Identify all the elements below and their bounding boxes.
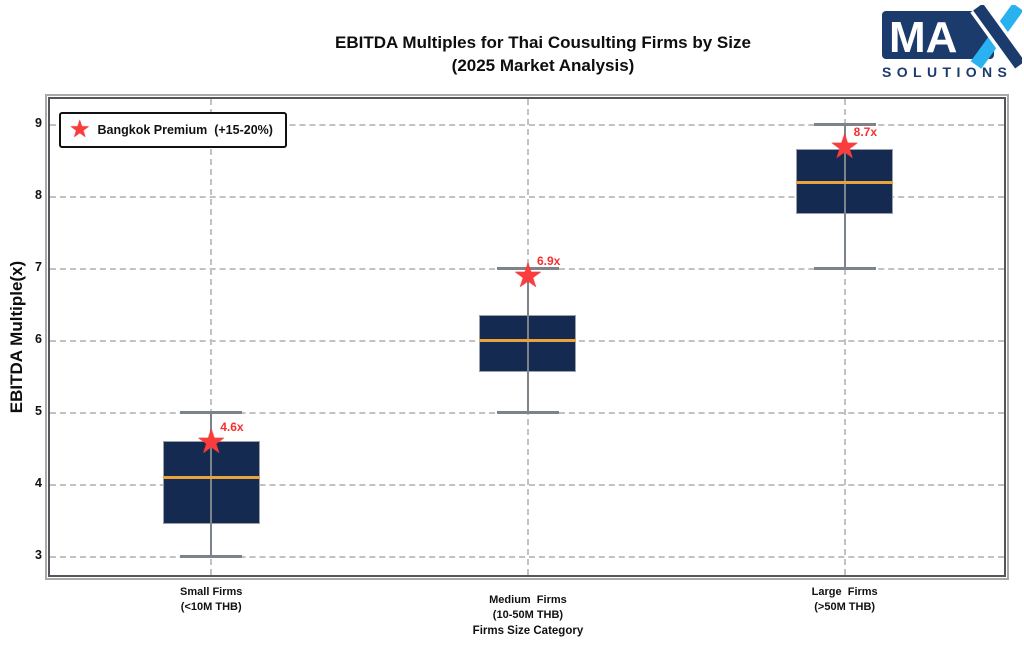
logo-box — [882, 11, 994, 59]
y-tick-3: 3 — [35, 548, 42, 562]
x-tick-line2-2: (>50M THB) — [814, 601, 876, 613]
legend: ★ Bangkok Premium (+15-20%) — [59, 112, 287, 148]
y-tick-9: 9 — [35, 116, 42, 130]
logo-ma-text: MA — [889, 13, 957, 62]
max-solutions-logo: MA SOLUTIONS — [882, 5, 1022, 80]
logo-x-navy-stroke — [973, 5, 1022, 69]
x-tick-line1-1: Medium Firms — [489, 594, 567, 606]
x-axis-title: Firms Size Category — [472, 625, 584, 637]
bangkok-premium-star-2: ★ — [829, 127, 860, 166]
logo-subtext: SOLUTIONS — [882, 64, 1012, 80]
whisker-cap-high-2 — [813, 123, 876, 126]
y-tick-7: 7 — [35, 260, 42, 274]
median-line-0 — [162, 475, 260, 479]
bangkok-premium-star-0: ★ — [195, 422, 227, 461]
premium-label-2: 8.7x — [853, 124, 878, 139]
star-icon: ★ — [69, 116, 91, 143]
whisker-cap-low-0 — [180, 555, 243, 558]
whisker-cap-high-1 — [496, 267, 559, 270]
whisker-cap-high-0 — [180, 411, 243, 414]
bangkok-premium-star-1: ★ — [512, 257, 544, 296]
y-tick-6: 6 — [35, 332, 42, 346]
chart-title: EBITDA Multiples for Thai Cousulting Fir… — [63, 31, 1023, 77]
whisker-cap-low-1 — [496, 411, 559, 414]
x-tick-line1-2: Large Firms — [811, 586, 878, 598]
chart-title-line1: EBITDA Multiples for Thai Cousulting Fir… — [335, 33, 751, 52]
x-tick-1: Medium Firms (10-50M THB) — [489, 593, 567, 623]
x-tick-line1-0: Small Firms — [180, 586, 243, 598]
legend-label: Bangkok Premium (+15-20%) — [97, 123, 273, 137]
y-tick-4: 4 — [35, 476, 42, 490]
y-tick-5: 5 — [35, 404, 42, 418]
chart-title-line2: (2025 Market Analysis) — [451, 56, 635, 75]
premium-label-0: 4.6x — [220, 419, 244, 434]
premium-label-1: 6.9x — [536, 254, 561, 269]
whisker-line-0 — [210, 412, 213, 556]
median-line-2 — [796, 180, 894, 184]
x-tick-line2-0: (<10M THB) — [180, 601, 242, 613]
whisker-line-2 — [843, 124, 846, 268]
x-tick-0: Small Firms (<10M THB) — [180, 585, 242, 615]
x-tick-2: Large Firms (>50M THB) — [812, 585, 878, 615]
median-line-1 — [479, 339, 577, 342]
whisker-cap-low-2 — [813, 267, 876, 270]
y-tick-8: 8 — [35, 188, 42, 202]
gridline-vertical — [210, 99, 213, 575]
gridline-vertical — [843, 99, 846, 575]
plot-area: ★ Bangkok Premium (+15-20%) ★ 4.6x ★ 6.9x ★ 8… — [45, 94, 1009, 580]
x-tick-line2-1: (10-50M THB) — [492, 609, 564, 621]
